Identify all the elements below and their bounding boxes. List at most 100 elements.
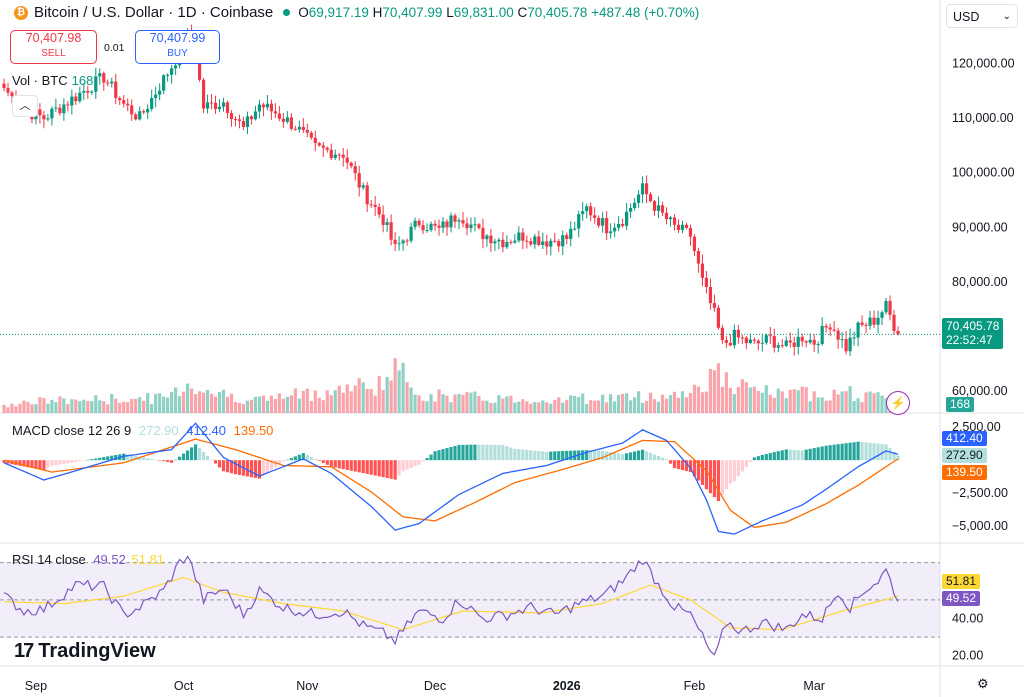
candle-body [166, 74, 170, 76]
volume-bar [493, 402, 497, 413]
volume-bar [632, 397, 637, 413]
volume-bar [660, 394, 665, 413]
macd-histogram-bar [728, 460, 732, 484]
candle-body [688, 227, 693, 237]
candle-body [369, 204, 373, 206]
candle-body [122, 100, 126, 104]
settings-icon[interactable]: ⚙ [977, 676, 989, 691]
candle-body [664, 212, 669, 220]
macd-histogram-bar [537, 451, 541, 461]
candle-body [154, 94, 158, 98]
candle-body [521, 232, 525, 241]
tradingview-mark-icon: 17 [14, 640, 34, 662]
macd-histogram-bar [836, 444, 840, 461]
volume-bar [828, 400, 832, 413]
collapse-legend-button[interactable]: ︿ [12, 95, 38, 117]
candle-body [50, 108, 54, 119]
lightning-icon[interactable]: ⚡ [886, 391, 910, 415]
volume-bar [22, 400, 26, 413]
candle-body [393, 239, 397, 244]
macd-histogram-bar [696, 460, 701, 481]
macd-histogram-bar [892, 451, 896, 461]
volume-bar [18, 403, 22, 413]
macd-histogram-bar [796, 450, 800, 461]
macd-signal-line [3, 438, 899, 529]
candle-body [648, 194, 653, 202]
candle-body [577, 214, 581, 229]
volume-bar [6, 407, 10, 413]
macd-axis-tick-label: −2,500.00 [952, 486, 1008, 500]
candle-body [205, 102, 210, 109]
time-axis-tick-label: 2026 [553, 679, 581, 693]
volume-bar [46, 403, 50, 413]
macd-histogram-bar [493, 444, 497, 461]
volume-bar [469, 392, 473, 413]
candle-body [864, 324, 868, 326]
volume-bar [756, 390, 760, 413]
macd-histogram-bar [545, 451, 549, 461]
chevron-up-icon: ︿ [19, 100, 31, 112]
macd-histogram-bar [349, 460, 353, 471]
candle-body [329, 149, 333, 159]
candle-body [365, 185, 369, 205]
macd-histogram-bar [421, 460, 425, 462]
candle-body [461, 220, 465, 224]
price-axis-tick-label: 60,000.00 [952, 384, 1008, 398]
macd-histogram-bar [253, 460, 258, 478]
candle-body [808, 339, 812, 343]
candle-body [593, 215, 597, 218]
candle-body [381, 214, 385, 225]
buy-button[interactable]: 70,407.99 BUY [135, 30, 220, 64]
macd-histogram-bar [820, 446, 824, 461]
macd-signal-value: 139.50 [233, 423, 274, 438]
macd-histogram-bar [166, 460, 170, 463]
macd-histogram-bar [205, 455, 210, 461]
candle-body [613, 227, 617, 232]
candle-body [134, 114, 138, 120]
buy-label: BUY [167, 48, 188, 59]
volume-bar [345, 384, 349, 413]
volume-bar [233, 401, 238, 413]
candle-body [489, 235, 493, 244]
macd-histogram-bar [676, 460, 681, 470]
candle-countdown: 22:52:47 [946, 333, 993, 347]
candle-body [405, 240, 409, 242]
macd-histogram-bar [42, 460, 46, 471]
macd-histogram-bar [784, 449, 788, 461]
volume-bar [209, 393, 214, 413]
macd-histogram-bar [744, 460, 748, 467]
volume-bar [844, 391, 848, 413]
candle-body [142, 111, 146, 113]
volume-bar [118, 402, 122, 413]
sell-button[interactable]: 70,407.98 SELL [10, 30, 97, 64]
macd-histogram-bar [668, 460, 673, 464]
macd-histogram-bar [521, 449, 525, 461]
macd-histogram-bar [609, 452, 613, 461]
candle-body [832, 329, 836, 331]
candle-body [457, 220, 461, 222]
candle-body [497, 239, 501, 242]
candle-body [253, 111, 258, 120]
candle-body [401, 240, 405, 244]
volume-bar [361, 382, 365, 413]
volume-bar [820, 397, 824, 413]
candle-body [349, 162, 353, 167]
volume-bar [333, 390, 337, 413]
volume-bar [170, 391, 174, 413]
candle-body [708, 286, 713, 304]
macd-histogram-bar [277, 460, 281, 465]
macd-histogram-bar [816, 447, 820, 461]
sell-price: 70,407.98 [25, 31, 82, 45]
candle-body [764, 335, 768, 343]
macd-histogram-bar [38, 460, 42, 470]
candle-body [2, 83, 6, 89]
macd-histogram-bar [732, 460, 736, 482]
volume-bar [636, 391, 641, 413]
candle-body [281, 118, 285, 122]
macd-histogram-bar [768, 453, 772, 461]
volume-bar [309, 401, 313, 413]
currency-select[interactable]: USD ⌄ [946, 4, 1018, 28]
volume-bar [473, 391, 477, 413]
volume-bar [680, 391, 685, 413]
